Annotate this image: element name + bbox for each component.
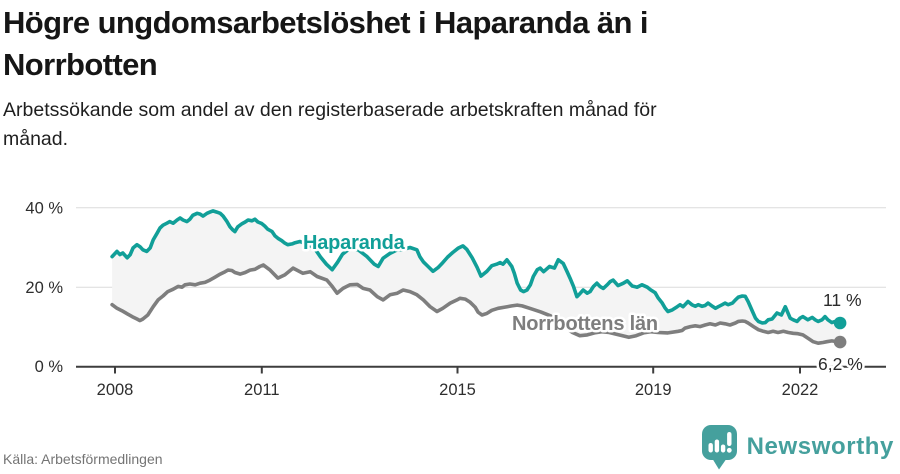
- logo-bar-1: [708, 443, 713, 453]
- norrbottens-lan-line: [110, 263, 842, 346]
- x-axis-label-2008: 2008: [97, 381, 134, 399]
- chart-header: Högre ungdomsarbetslöshet i Haparanda än…: [3, 2, 897, 154]
- y-axis-label-40: 40 %: [25, 200, 63, 218]
- x-axis-group: [76, 365, 886, 374]
- newsworthy-logo-icon: [701, 425, 737, 470]
- chart-title-line-2: Norrbotten: [3, 47, 158, 82]
- source-note: Källa: Arbetsförmedlingen: [3, 451, 163, 467]
- y-axis-label-0: 0 %: [35, 358, 64, 376]
- series-group: [110, 209, 847, 349]
- logo-bar-2: [714, 439, 719, 453]
- chart-title: Högre ungdomsarbetslöshet i Haparanda än…: [3, 2, 897, 86]
- logo-bar-3: [720, 444, 725, 453]
- chart-title-line-1: Högre ungdomsarbetslöshet i Haparanda än…: [3, 5, 648, 40]
- chart-subtitle-line-1: Arbetssökande som andel av den registerb…: [3, 99, 657, 121]
- chart-subtitle-line-2: månad.: [3, 128, 69, 150]
- x-axis-label-2019: 2019: [635, 381, 672, 399]
- x-axis-label-2011: 2011: [244, 381, 279, 399]
- x-axis-label-2022: 2022: [782, 381, 819, 399]
- haparanda-end-value-label: 11 %: [823, 290, 862, 310]
- y-axis-label-20: 20 %: [25, 279, 63, 297]
- haparanda-series-label: Haparanda: [303, 232, 406, 254]
- haparanda-line: [110, 209, 842, 325]
- norrbotten-end-value-label: 6,2 %: [818, 354, 863, 374]
- logo-exclamation-dot: [726, 447, 732, 453]
- x-axis-label-2015: 2015: [439, 381, 476, 399]
- brand-lockup[interactable]: Newsworthy: [701, 424, 894, 470]
- logo-exclamation-bar: [726, 432, 732, 446]
- haparanda-end-dot: [833, 316, 847, 330]
- norrbotten-series-label: Norrbottens län: [512, 313, 658, 335]
- chart-subtitle: Arbetssökande som andel av den registerb…: [3, 96, 897, 154]
- norrbottens-lan-end-dot: [833, 335, 847, 349]
- brand-name: Newsworthy: [746, 433, 894, 460]
